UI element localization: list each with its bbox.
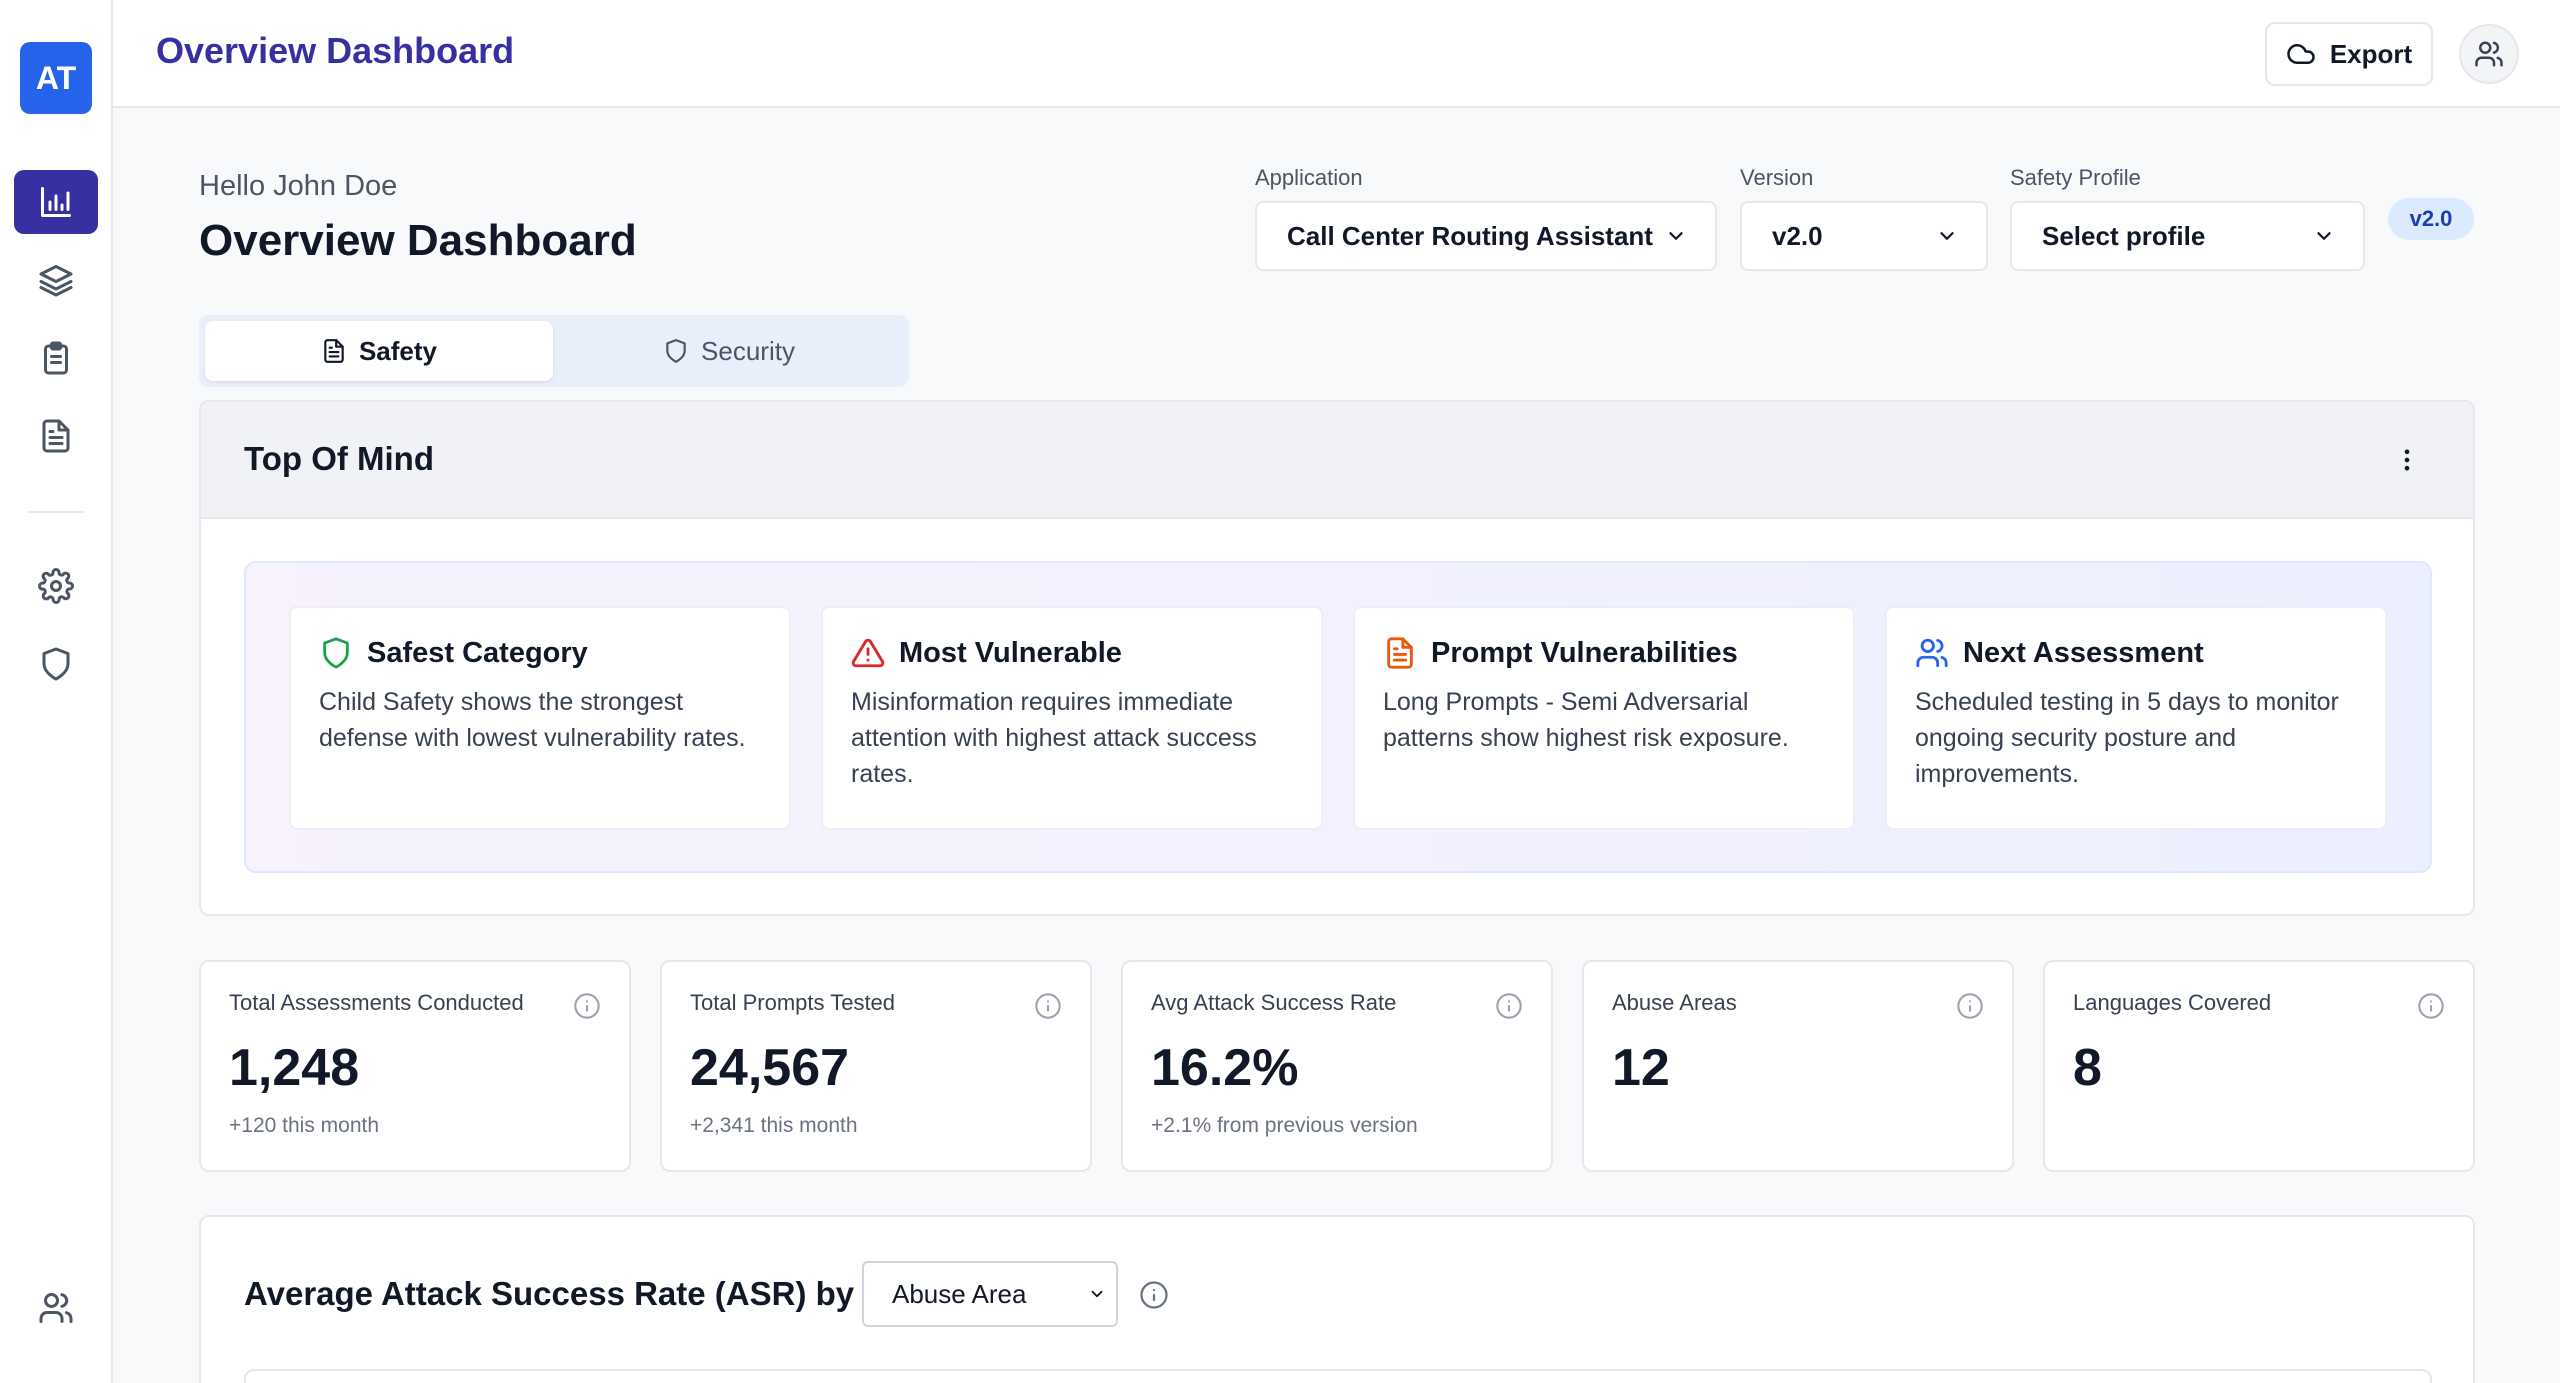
- application-value: Call Center Routing Assistant: [1287, 220, 1653, 251]
- info-icon[interactable]: [573, 992, 601, 1020]
- stat-label: Total Assessments Conducted: [229, 990, 524, 1015]
- users-icon: [1916, 638, 1948, 668]
- stat-label: Languages Covered: [2073, 990, 2272, 1015]
- asr-panel: Average Attack Success Rate (ASR) by Abu…: [199, 1215, 2475, 1383]
- info-icon[interactable]: [1956, 992, 1984, 1020]
- asr-group-by-value: Abuse Area: [892, 1278, 1027, 1309]
- shield-icon: [323, 637, 349, 669]
- top-of-mind-header: Top Of Mind: [201, 402, 2473, 519]
- asr-group-by-select[interactable]: Abuse Area: [862, 1261, 1118, 1327]
- stat-sub: +2.1% from previous version: [1151, 1114, 1418, 1137]
- stat-card-languages: Languages Covered 8: [2043, 960, 2475, 1172]
- stat-sub: +2,341 this month: [690, 1114, 858, 1137]
- chevron-down-icon: [2317, 232, 2331, 240]
- layers-icon: [39, 265, 73, 297]
- shield-icon: [42, 647, 70, 681]
- alert-triangle-icon: [851, 638, 885, 668]
- insight-body: Child Safety shows the strongest defense…: [319, 688, 746, 752]
- version-select[interactable]: v2.0: [1740, 201, 1988, 271]
- stat-card-assessments: Total Assessments Conducted 1,248 +120 t…: [199, 960, 631, 1172]
- file-text-icon: [324, 339, 344, 363]
- user-menu-button[interactable]: [2459, 24, 2519, 84]
- stat-card-abuse-areas: Abuse Areas 12: [1582, 960, 2014, 1172]
- version-badge: v2.0: [2388, 198, 2474, 240]
- stat-card-asr: Avg Attack Success Rate 16.2% +2.1% from…: [1121, 960, 1553, 1172]
- stat-label: Avg Attack Success Rate: [1151, 990, 1397, 1015]
- greeting: Hello John Doe: [199, 170, 398, 202]
- insight-title: Safest Category: [367, 636, 588, 669]
- insight-card-safest: Safest Category Child Safety shows the s…: [289, 606, 791, 830]
- users-icon: [2475, 41, 2503, 67]
- tab-label: Security: [701, 335, 795, 366]
- info-icon[interactable]: [2417, 992, 2445, 1020]
- stat-label: Abuse Areas: [1612, 990, 1737, 1015]
- safety-profile-label: Safety Profile: [2010, 165, 2141, 190]
- chevron-down-icon: [1940, 232, 1954, 240]
- sidebar-item-layers[interactable]: [14, 248, 98, 312]
- shield-icon: [666, 339, 686, 363]
- insight-body: Long Prompts - Semi Adversarial patterns…: [1383, 688, 1789, 752]
- sidebar: AT: [0, 0, 113, 1383]
- insight-card-prompts: Prompt Vulnerabilities Long Prompts - Se…: [1353, 606, 1855, 830]
- sidebar-divider: [28, 511, 84, 513]
- page-title: Overview Dashboard: [199, 216, 637, 265]
- asr-chart-container: [244, 1369, 2432, 1383]
- tab-label: Safety: [358, 335, 438, 366]
- sidebar-item-settings[interactable]: [14, 554, 98, 618]
- sidebar-item-assessments[interactable]: [14, 326, 98, 390]
- tab-security[interactable]: Security: [555, 321, 903, 381]
- insight-title: Prompt Vulnerabilities: [1431, 636, 1738, 669]
- top-of-mind-panel: Top Of Mind Safest Category Child Safety…: [199, 400, 2475, 916]
- insight-title: Next Assessment: [1963, 636, 2204, 669]
- stat-value: 24,567: [690, 1039, 850, 1097]
- export-label: Export: [2329, 38, 2413, 69]
- asr-title: Average Attack Success Rate (ASR) by: [244, 1275, 855, 1312]
- chevron-down-icon: [1669, 232, 1683, 240]
- info-icon[interactable]: [1139, 1280, 1169, 1310]
- sidebar-item-users[interactable]: [14, 1276, 98, 1340]
- tab-bar: Safety Security: [199, 315, 909, 387]
- stat-value: 12: [1612, 1039, 1670, 1097]
- insight-title: Most Vulnerable: [899, 636, 1122, 669]
- tab-safety[interactable]: Safety: [205, 321, 553, 381]
- insight-card-vulnerable: Most Vulnerable Misinformation requires …: [821, 606, 1323, 830]
- application-select[interactable]: Call Center Routing Assistant: [1255, 201, 1717, 271]
- sidebar-item-security[interactable]: [14, 632, 98, 696]
- file-text-icon: [1387, 637, 1413, 669]
- gear-icon: [38, 568, 74, 604]
- safety-profile-value: Select profile: [2042, 220, 2206, 251]
- info-icon[interactable]: [1495, 992, 1523, 1020]
- users-icon: [39, 1293, 73, 1323]
- sidebar-item-reports[interactable]: [14, 404, 98, 468]
- cloud-icon: [2287, 44, 2315, 64]
- clipboard-icon: [44, 341, 68, 375]
- stat-value: 8: [2073, 1039, 2102, 1097]
- version-value: v2.0: [1772, 220, 1823, 251]
- application-label: Application: [1255, 165, 1363, 190]
- topbar-title: Overview Dashboard: [156, 30, 515, 71]
- stat-card-prompts: Total Prompts Tested 24,567 +2,341 this …: [660, 960, 1092, 1172]
- insight-body: Scheduled testing in 5 days to monitor o…: [1915, 688, 2339, 788]
- stat-sub: +120 this month: [229, 1114, 380, 1137]
- insight-body: Misinformation requires immediate attent…: [851, 688, 1257, 788]
- top-of-mind-title: Top Of Mind: [244, 440, 434, 477]
- top-bar: Overview Dashboard Export: [113, 0, 2560, 108]
- chevron-down-icon: [1091, 1290, 1103, 1298]
- safety-profile-select[interactable]: Select profile: [2010, 201, 2365, 271]
- version-label: Version: [1740, 165, 1814, 190]
- sidebar-item-dashboard[interactable]: [14, 170, 98, 234]
- info-icon[interactable]: [1034, 992, 1062, 1020]
- stat-value: 16.2%: [1151, 1039, 1299, 1097]
- file-text-icon: [42, 419, 70, 453]
- app-logo: AT: [20, 42, 92, 114]
- more-vertical-icon: [2404, 449, 2410, 471]
- insight-card-next-assessment: Next Assessment Scheduled testing in 5 d…: [1885, 606, 2387, 830]
- stat-label: Total Prompts Tested: [690, 990, 896, 1015]
- more-options-button[interactable]: [2393, 446, 2421, 474]
- stat-value: 1,248: [229, 1039, 360, 1097]
- bar-chart-icon: [41, 187, 71, 217]
- export-button[interactable]: Export: [2265, 22, 2433, 86]
- insights-container: Safest Category Child Safety shows the s…: [244, 561, 2432, 873]
